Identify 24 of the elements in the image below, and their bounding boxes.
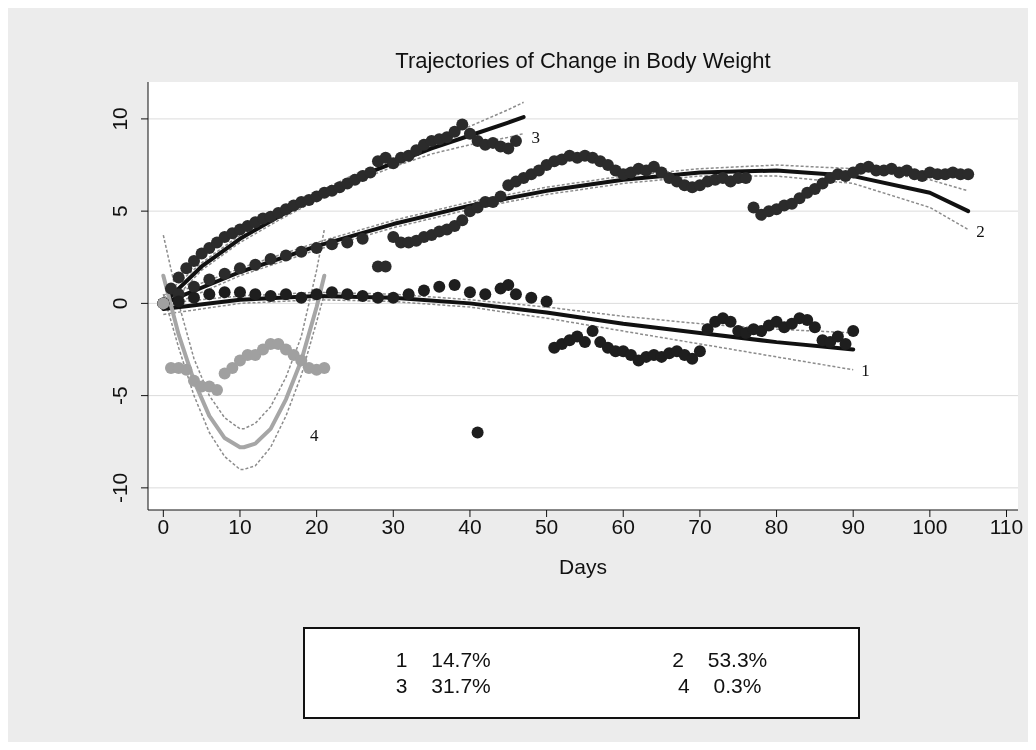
x-tick-label: 10 <box>228 514 252 538</box>
series-label: 1 <box>861 360 870 380</box>
chart-title: Trajectories of Change in Body Weight <box>394 48 772 74</box>
y-tick-label: 10 <box>108 107 131 131</box>
x-tick-label: 60 <box>611 514 635 538</box>
x-tick-label: 0 <box>157 514 170 538</box>
x-tick-label: 110 <box>989 514 1024 538</box>
x-tick-label: 50 <box>534 514 559 538</box>
y-tick-label: 0 <box>108 297 131 310</box>
legend-box: 1 14.7% 2 53.3% 3 31.7% 4 0.3% <box>303 627 860 719</box>
x-tick-label: 20 <box>304 514 329 538</box>
x-tick-label: 80 <box>764 514 789 538</box>
x-tick-label: 90 <box>841 514 865 538</box>
x-tick-label: 40 <box>458 514 482 538</box>
x-tick-label: 30 <box>381 514 405 538</box>
series-label: 4 <box>309 426 319 446</box>
series-label: 3 <box>531 128 541 148</box>
x-tick-label: 70 <box>688 514 712 538</box>
y-tick-label: -10 <box>108 472 131 504</box>
y-tick-label: 5 <box>108 205 131 217</box>
y-tick-label: -5 <box>108 386 131 405</box>
series-label: 2 <box>976 222 985 242</box>
x-axis-title: Days <box>559 555 607 578</box>
x-tick-label: 100 <box>912 514 948 538</box>
